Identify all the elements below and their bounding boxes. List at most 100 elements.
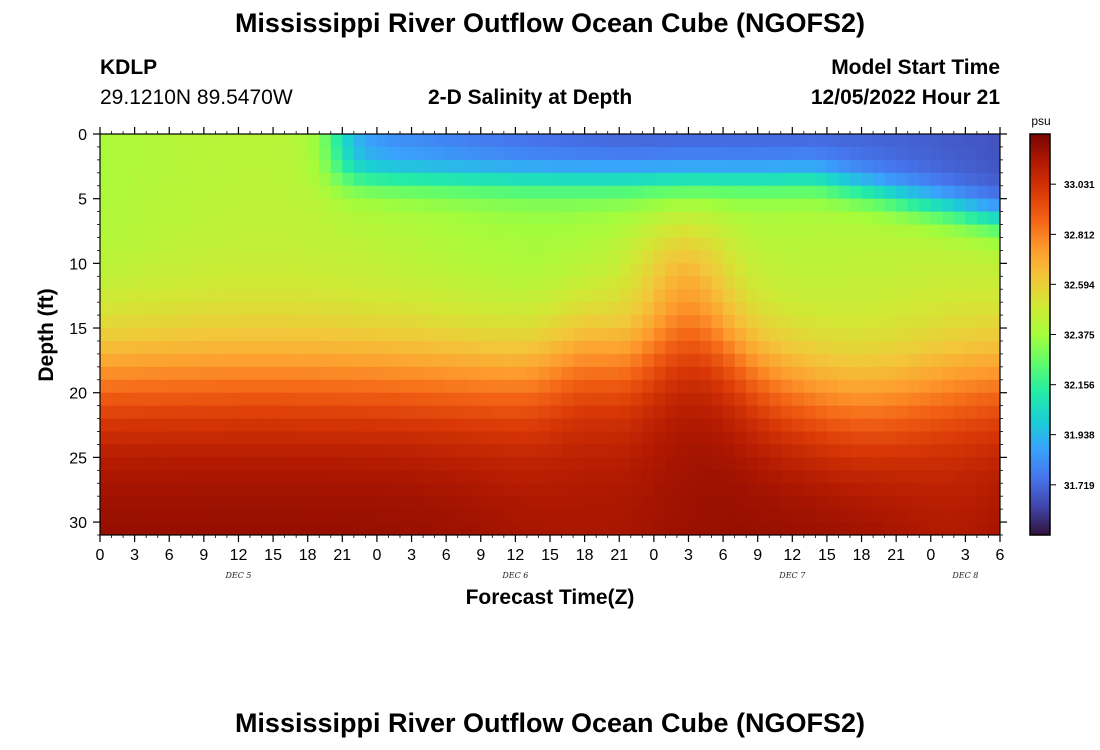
heatmap-cell [296, 366, 309, 381]
heatmap-cell [700, 250, 713, 264]
heatmap-cell [492, 457, 505, 471]
heatmap-cell [503, 250, 516, 264]
heatmap-cell [953, 392, 966, 407]
heatmap-cell [538, 509, 551, 523]
heatmap-cell [250, 172, 263, 187]
heatmap-cell [446, 159, 459, 174]
heatmap-cell [930, 392, 943, 407]
heatmap-cell [619, 134, 632, 148]
heatmap-cell [988, 470, 1000, 484]
heatmap-cell [896, 146, 909, 161]
heatmap-cell [676, 483, 690, 497]
heatmap-cell [550, 366, 563, 381]
heatmap-cell [203, 522, 216, 535]
heatmap-cell [976, 379, 990, 394]
heatmap-cell [803, 340, 816, 355]
heatmap-cell [146, 263, 159, 277]
heatmap-cell [711, 444, 724, 458]
heatmap-cell [180, 470, 193, 484]
heatmap-cell [688, 289, 701, 303]
heatmap-cell [307, 263, 320, 277]
heatmap-cell [838, 224, 851, 239]
heatmap-cell [826, 353, 840, 368]
heatmap-cell [953, 146, 966, 161]
heatmap-cell [584, 340, 597, 355]
heatmap-cell [180, 198, 193, 213]
heatmap-cell [942, 457, 955, 471]
heatmap-cell [665, 444, 678, 458]
heatmap-cell [503, 159, 516, 174]
heatmap-cell [307, 172, 320, 187]
heatmap-cell [550, 198, 563, 213]
heatmap-cell [930, 159, 943, 174]
heatmap-cell [446, 211, 459, 226]
heatmap-cell [400, 379, 413, 394]
heatmap-cell [515, 237, 528, 252]
heatmap-cell [930, 263, 943, 277]
heatmap-cell [838, 134, 851, 148]
heatmap-cell [907, 405, 920, 420]
heatmap-cell [757, 315, 770, 329]
heatmap-cell [861, 289, 874, 303]
heatmap-cell [769, 276, 782, 290]
heatmap-cell [769, 224, 782, 239]
heatmap-cell [665, 211, 678, 226]
heatmap-cell [446, 328, 459, 342]
heatmap-cell [157, 263, 170, 277]
heatmap-cell [157, 353, 170, 368]
heatmap-cell [919, 431, 932, 446]
heatmap-cell [561, 237, 574, 252]
y-tick-label: 25 [69, 450, 87, 467]
heatmap-cell [942, 211, 955, 226]
heatmap-cell [896, 134, 909, 148]
heatmap-cell [411, 483, 424, 497]
x-tick-label: 6 [719, 547, 728, 564]
heatmap-cell [100, 237, 113, 252]
heatmap-cell [134, 328, 147, 342]
heatmap-cell [180, 483, 193, 497]
heatmap-cell [180, 134, 193, 148]
heatmap-cell [873, 276, 886, 290]
heatmap-cell [480, 198, 493, 213]
heatmap-cell [226, 302, 240, 316]
heatmap-cell [953, 496, 966, 510]
heatmap-cell [111, 340, 124, 355]
heatmap-cell [157, 250, 170, 264]
heatmap-cell [111, 418, 124, 433]
heatmap-cell [365, 509, 378, 523]
heatmap-cell [561, 431, 574, 446]
heatmap-cell [492, 405, 505, 420]
heatmap-cell [942, 353, 955, 368]
heatmap-cell [976, 392, 990, 407]
heatmap-cell [319, 366, 332, 381]
heatmap-cell [711, 328, 724, 342]
heatmap-cell [388, 250, 401, 264]
heatmap-cell [284, 185, 297, 200]
heatmap-cell [319, 444, 332, 458]
heatmap-cell [538, 263, 551, 277]
heatmap-cell [711, 522, 724, 535]
heatmap-cell [330, 172, 343, 187]
heatmap-cell [423, 483, 436, 497]
heatmap-cell [734, 315, 747, 329]
heatmap-cell [976, 328, 990, 342]
heatmap-cell [215, 353, 228, 368]
heatmap-cell [330, 185, 343, 200]
colorbar-tick-label: 32.156 [1064, 381, 1095, 392]
heatmap-cell [676, 418, 690, 433]
heatmap-cell [953, 444, 966, 458]
heatmap-cell [307, 509, 320, 523]
heatmap-cell [700, 134, 713, 148]
heatmap-cell [965, 509, 978, 523]
heatmap-cell [711, 431, 724, 446]
heatmap-cell [215, 224, 228, 239]
heatmap-cell [123, 340, 136, 355]
heatmap-cell [492, 198, 505, 213]
heatmap-cell [596, 224, 609, 239]
heatmap-cell [780, 366, 793, 381]
heatmap-cell [134, 431, 147, 446]
heatmap-cell [353, 250, 366, 264]
heatmap-cell [261, 211, 274, 226]
heatmap-cell [203, 509, 216, 523]
heatmap-cell [688, 134, 701, 148]
